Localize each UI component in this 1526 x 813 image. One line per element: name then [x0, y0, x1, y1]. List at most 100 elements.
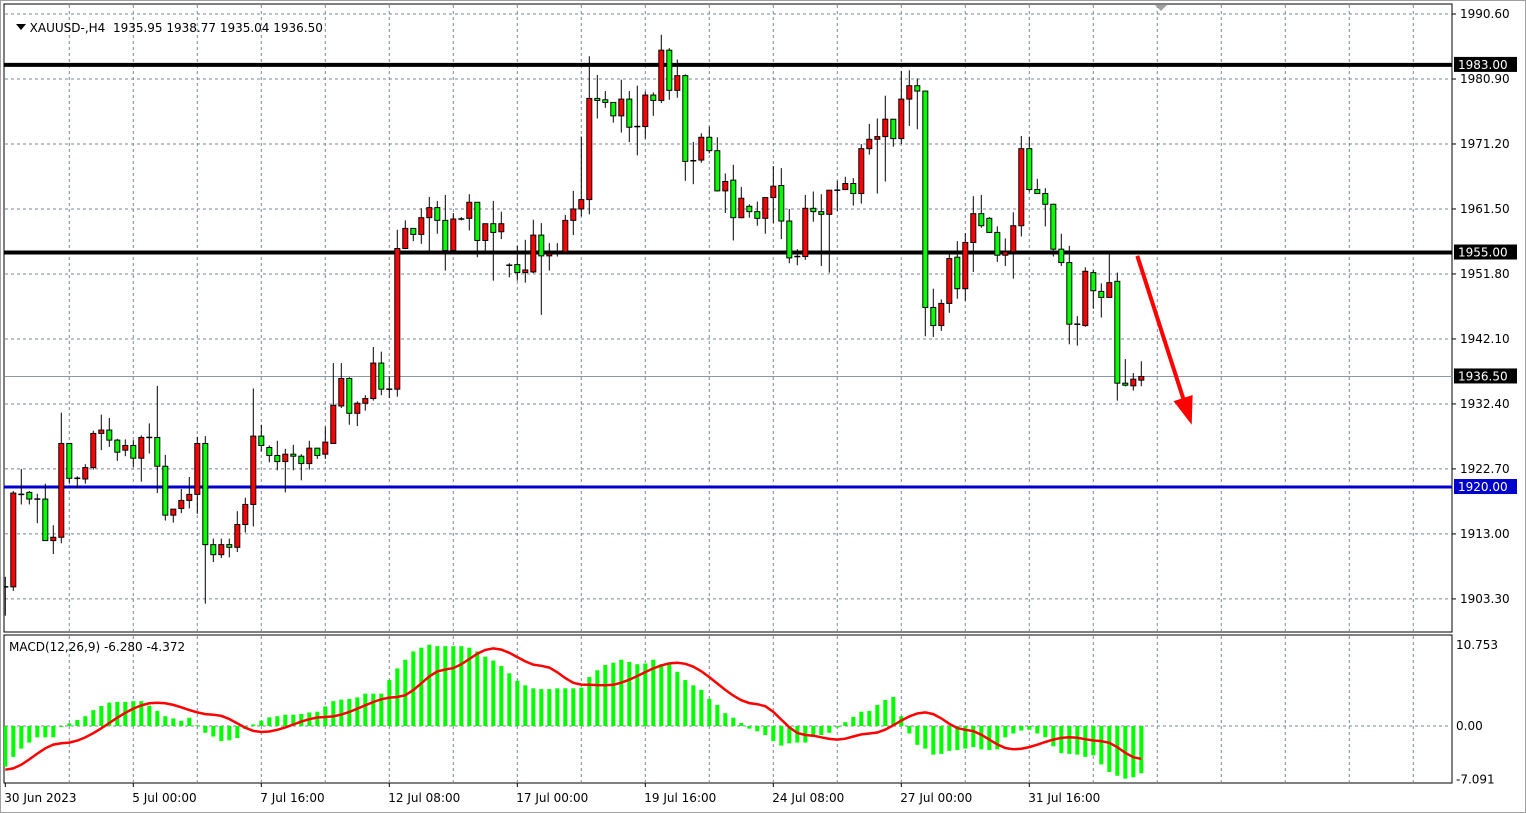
- macd-histogram-bar: [115, 701, 120, 726]
- macd-signal-line: [5, 647, 1142, 771]
- candle: [1122, 359, 1129, 387]
- macd-histogram-bar: [819, 726, 824, 736]
- macd-histogram-bar: [843, 722, 848, 726]
- candle: [266, 445, 273, 463]
- candle-body-bull: [426, 207, 433, 219]
- candle-body-bear: [106, 429, 113, 441]
- macd-histogram-bar: [835, 726, 840, 728]
- candle-body-bull: [586, 97, 593, 201]
- candle: [1074, 316, 1081, 346]
- macd-histogram-bar: [267, 717, 272, 726]
- candle-body-bear: [810, 207, 817, 213]
- candle: [138, 435, 145, 482]
- candles-group: [4, 34, 1452, 616]
- macd-histogram-bar: [179, 720, 184, 726]
- macd-histogram-bar: [987, 726, 992, 751]
- candle-body-bear: [490, 223, 497, 233]
- candle-body-bull: [178, 499, 185, 509]
- candle: [978, 194, 985, 228]
- candle: [762, 197, 769, 234]
- candle-body-bull: [170, 508, 177, 516]
- macd-histogram-bar: [35, 726, 40, 738]
- candle: [874, 118, 881, 194]
- candle-body-bear: [610, 101, 617, 117]
- candle: [322, 426, 329, 459]
- candle: [242, 497, 249, 533]
- candle: [418, 208, 425, 244]
- macd-histogram-bar: [675, 671, 680, 726]
- candle: [834, 180, 841, 211]
- candle-body-bull: [1130, 378, 1137, 387]
- macd-histogram-bar: [171, 718, 176, 726]
- candle-body-bull: [530, 234, 537, 273]
- candle-body-bull: [658, 49, 665, 101]
- candle: [738, 186, 745, 219]
- candle-body-bear: [754, 211, 761, 219]
- candle: [722, 173, 729, 213]
- macd-histogram-bar: [907, 726, 912, 734]
- symbol-menu-triangle-icon[interactable]: [15, 24, 26, 30]
- candle: [802, 194, 809, 260]
- candle-body-bull: [762, 197, 769, 219]
- ohlc-values: 1935.95 1938.77 1935.04 1936.50: [112, 21, 323, 35]
- macd-histogram-bar: [915, 726, 920, 745]
- candle-body-bull: [578, 199, 585, 210]
- macd-histogram-bar: [83, 716, 88, 726]
- macd-histogram-bar: [547, 689, 552, 726]
- candle-body-bull: [362, 398, 369, 404]
- macd-histogram-bar: [419, 647, 424, 726]
- candle: [666, 48, 673, 100]
- macd-histogram-bar: [563, 688, 568, 726]
- macd-histogram-bar: [187, 717, 192, 726]
- candle-body-bull: [338, 377, 345, 407]
- candle: [842, 176, 849, 191]
- candle-body-bull: [394, 248, 401, 390]
- candle-body-bull: [1010, 225, 1017, 253]
- candle-body-bull: [354, 402, 361, 414]
- macd-histogram-bar: [947, 726, 952, 751]
- candle-body-bull: [482, 223, 489, 241]
- macd-histogram-bar: [1035, 726, 1040, 734]
- macd-histogram-bar: [531, 688, 536, 726]
- candle: [410, 227, 417, 242]
- candle: [122, 439, 129, 457]
- macd-histogram-bar: [467, 647, 472, 726]
- candle-body-bull: [218, 544, 225, 556]
- candle: [658, 34, 665, 104]
- candle: [746, 204, 753, 218]
- candle-body-bull: [402, 227, 409, 249]
- candle-body-bear: [114, 439, 121, 453]
- symbol-timeframe: XAUUSD-,H4: [29, 21, 106, 35]
- candle-body-bear: [1066, 262, 1073, 325]
- candle: [66, 442, 73, 484]
- candle: [130, 440, 137, 467]
- candle: [714, 137, 721, 192]
- candle-body-bear: [922, 90, 929, 308]
- candle-body-bull: [122, 444, 129, 451]
- macd-histogram-bar: [787, 726, 792, 744]
- candle: [442, 194, 449, 271]
- candle-body-bear: [930, 306, 937, 327]
- candle-body-bear: [602, 99, 609, 103]
- candle-body-bear: [682, 75, 689, 162]
- current-price-label: 1936.50: [1458, 369, 1508, 383]
- candle: [306, 440, 313, 470]
- candle-body-bull: [546, 253, 553, 257]
- macd-histogram-bar: [611, 662, 616, 726]
- candle: [82, 464, 89, 484]
- candle-body-bear: [202, 442, 209, 546]
- price-tick-label: 1990.60: [1460, 7, 1510, 21]
- macd-histogram-bar: [1139, 726, 1144, 774]
- macd-histogram-bar: [227, 726, 232, 741]
- candle-body-bull: [826, 189, 833, 215]
- candle-body-bear: [154, 436, 161, 467]
- candle: [578, 136, 585, 217]
- macd-histogram-bar: [59, 726, 64, 727]
- candle: [914, 78, 921, 130]
- candle: [642, 91, 649, 139]
- candle: [218, 538, 225, 559]
- candle: [234, 511, 241, 553]
- macd-histogram-bar: [507, 673, 512, 726]
- macd-histogram-bar: [131, 701, 136, 726]
